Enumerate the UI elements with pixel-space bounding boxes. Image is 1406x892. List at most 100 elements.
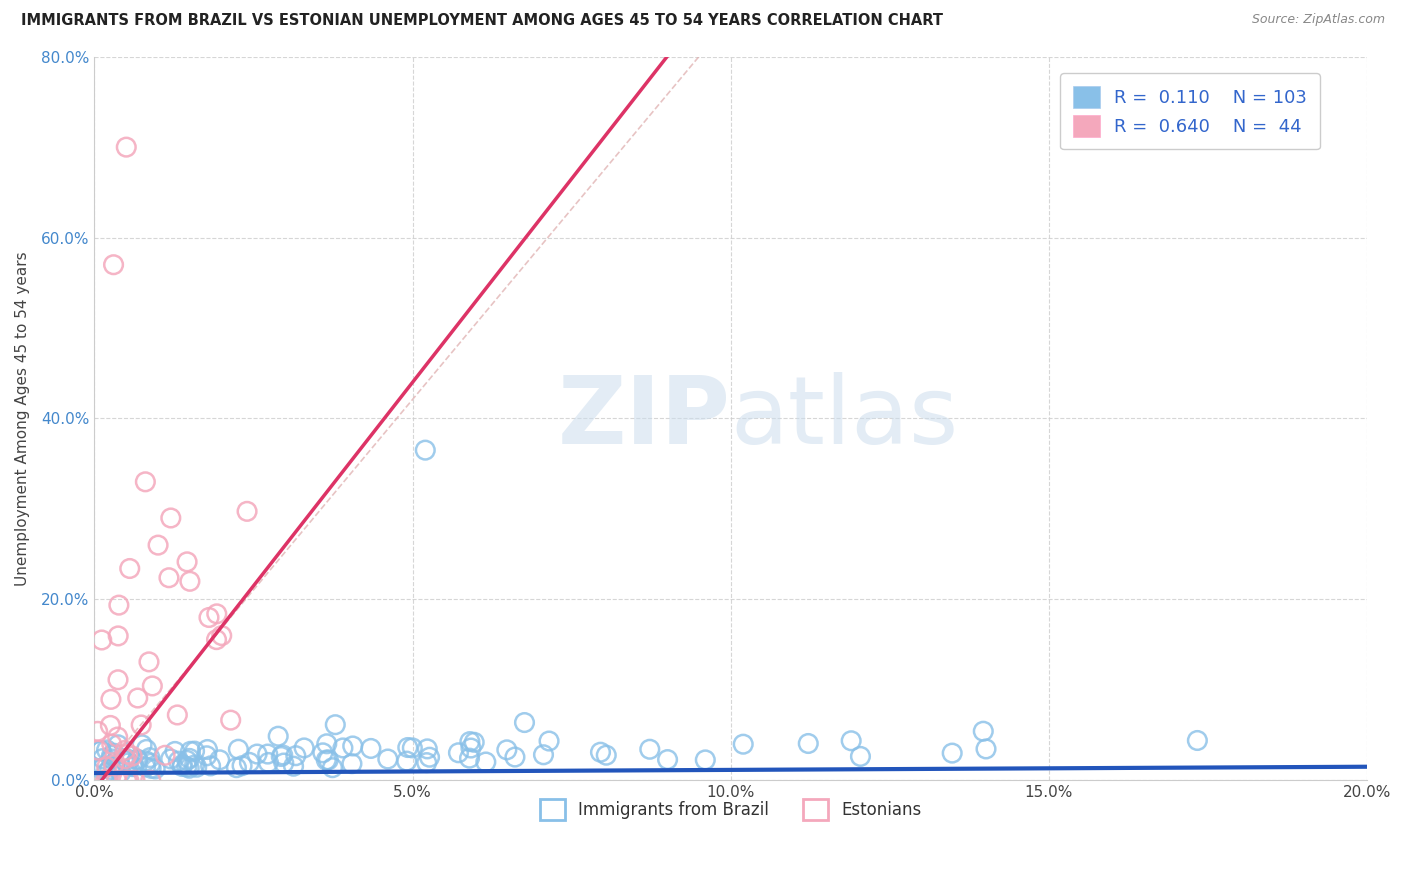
Point — [401, 740, 423, 755]
Point — [135, 742, 157, 756]
Point — [103, 746, 125, 760]
Point — [129, 718, 152, 732]
Point — [114, 752, 136, 766]
Point — [695, 753, 717, 767]
Point — [200, 759, 222, 773]
Point — [103, 760, 125, 774]
Point — [463, 735, 485, 749]
Point — [360, 741, 382, 756]
Text: ZIP: ZIP — [558, 373, 731, 465]
Text: atlas: atlas — [731, 373, 959, 465]
Point — [103, 757, 125, 772]
Point — [733, 737, 755, 751]
Point — [114, 751, 136, 765]
Point — [121, 749, 143, 764]
Point — [595, 748, 617, 763]
Point — [211, 629, 233, 643]
Point — [121, 759, 143, 773]
Point — [179, 751, 201, 765]
Point — [972, 724, 994, 739]
Point — [115, 773, 138, 788]
Point — [94, 772, 117, 787]
Point — [167, 754, 190, 768]
Point — [139, 773, 162, 788]
Point — [107, 629, 129, 643]
Point — [91, 751, 114, 765]
Point — [270, 749, 292, 764]
Point — [219, 713, 242, 727]
Point — [256, 747, 278, 761]
Point — [172, 757, 194, 772]
Point — [321, 761, 343, 775]
Point — [179, 744, 201, 758]
Point — [839, 733, 862, 747]
Point — [340, 756, 363, 771]
Point — [117, 756, 139, 770]
Point — [138, 655, 160, 669]
Text: Source: ZipAtlas.com: Source: ZipAtlas.com — [1251, 13, 1385, 27]
Point — [495, 743, 517, 757]
Point — [96, 760, 118, 774]
Point — [112, 753, 135, 767]
Point — [246, 747, 269, 761]
Point — [198, 610, 221, 624]
Point — [208, 753, 231, 767]
Point — [377, 752, 399, 766]
Point — [179, 574, 201, 589]
Point — [1187, 733, 1209, 747]
Point — [413, 443, 436, 458]
Point — [225, 761, 247, 775]
Point — [458, 751, 481, 765]
Point — [475, 755, 498, 769]
Point — [163, 744, 186, 758]
Point — [195, 748, 218, 763]
Point — [114, 743, 136, 757]
Point — [267, 729, 290, 743]
Point — [87, 743, 110, 757]
Point — [332, 741, 354, 756]
Point — [127, 691, 149, 706]
Point — [90, 744, 112, 758]
Point — [122, 759, 145, 773]
Point — [115, 753, 138, 767]
Point — [135, 754, 157, 768]
Point — [159, 511, 181, 525]
Point — [271, 747, 294, 762]
Point — [143, 762, 166, 776]
Point — [238, 756, 260, 770]
Point — [447, 746, 470, 760]
Point — [513, 715, 536, 730]
Point — [176, 753, 198, 767]
Point — [90, 744, 112, 758]
Point — [186, 760, 208, 774]
Point — [283, 759, 305, 773]
Point — [231, 758, 253, 772]
Point — [115, 140, 138, 154]
Point — [273, 756, 295, 770]
Point — [205, 607, 228, 621]
Point — [638, 742, 661, 756]
Point — [170, 759, 193, 773]
Point — [146, 538, 169, 552]
Point — [458, 734, 481, 748]
Point — [179, 761, 201, 775]
Point — [98, 762, 121, 776]
Point — [396, 740, 419, 755]
Point — [118, 561, 141, 575]
Point — [100, 692, 122, 706]
Point — [183, 758, 205, 772]
Point — [107, 673, 129, 687]
Point — [141, 761, 163, 775]
Point — [86, 724, 108, 739]
Point — [315, 753, 337, 767]
Point — [97, 773, 120, 788]
Point — [118, 773, 141, 788]
Point — [93, 760, 115, 774]
Point — [315, 737, 337, 751]
Point — [100, 718, 122, 732]
Point — [797, 737, 820, 751]
Point — [284, 748, 307, 763]
Point — [135, 760, 157, 774]
Point — [139, 756, 162, 771]
Point — [100, 752, 122, 766]
